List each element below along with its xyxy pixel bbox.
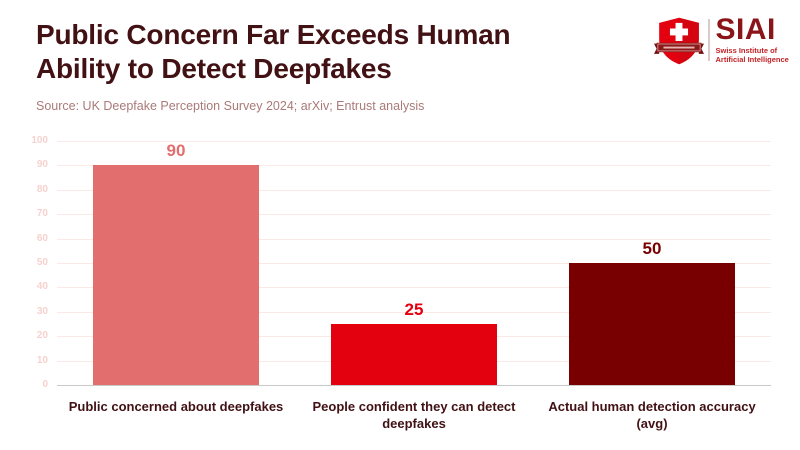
y-gridline [57, 263, 771, 264]
logo-tagline: Swiss Institute of Artificial Intelligen… [715, 46, 789, 64]
y-axis-tick-label: 90 [36, 159, 48, 171]
y-axis-tick-label: 10 [36, 354, 48, 366]
bar-value-label-1: 90 [166, 141, 186, 161]
source-caption: Source: UK Deepfake Perception Survey 20… [36, 99, 425, 113]
y-gridline [57, 238, 771, 240]
swiss-shield-icon [654, 17, 704, 65]
page-title: Public Concern Far Exceeds Human Ability… [36, 18, 511, 86]
x-axis-baseline [57, 385, 771, 386]
bar-value-label-2: 25 [404, 300, 424, 319]
y-axis-tick-label: 30 [36, 305, 48, 317]
x-axis-category-label-2: People confident they can detect deepfak… [312, 399, 516, 431]
logo-divider [708, 19, 710, 61]
x-axis-category-label-3: Actual human detection accuracy (avg) [548, 399, 756, 431]
y-gridline [57, 141, 771, 142]
logo-tagline-line-2: Artificial Intelligence [715, 54, 789, 64]
y-axis-tick-label: 0 [42, 379, 48, 390]
bar-3 [569, 263, 735, 385]
y-gridline [57, 311, 771, 313]
y-gridline [57, 287, 771, 289]
y-axis-tick-label: 20 [36, 330, 48, 342]
y-axis-tick-label: 60 [36, 232, 48, 244]
y-axis-tick-label: 100 [31, 135, 48, 146]
bar-value-label-3: 50 [642, 239, 662, 258]
page-title-line-2: Ability to Detect Deepfakes [36, 53, 392, 84]
y-gridline [57, 214, 771, 216]
logo-text: SIAI Swiss Institute of Artificial Intel… [716, 15, 789, 64]
logo-acronym: SIAI [715, 13, 776, 46]
x-axis-category-label-1: Public concerned about deepfakes [68, 399, 284, 414]
bar-1 [93, 165, 259, 385]
y-axis-tick-label: 70 [36, 208, 48, 220]
page-title-line-1: Public Concern Far Exceeds Human [36, 19, 511, 50]
y-gridline [57, 189, 771, 191]
y-gridline [57, 165, 771, 167]
logo-tagline-line-1: Swiss Institute of [715, 46, 778, 55]
siai-logo: SIAI Swiss Institute of Artificial Intel… [653, 15, 795, 67]
y-axis-tick-label: 50 [36, 257, 48, 268]
bar-2 [331, 324, 497, 385]
y-axis-tick-label: 80 [36, 183, 48, 195]
y-axis-tick-label: 40 [36, 281, 48, 293]
